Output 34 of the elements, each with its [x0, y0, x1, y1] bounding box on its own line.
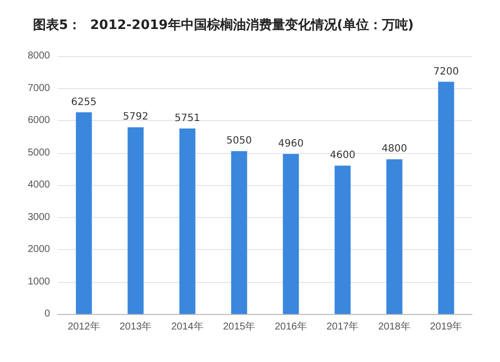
- y-tick-label: 4000: [28, 180, 50, 190]
- bar: [128, 127, 144, 314]
- data-label: 5792: [122, 112, 148, 123]
- y-tick-label: 7000: [28, 82, 50, 94]
- y-tick-label: 0: [44, 308, 50, 320]
- data-label: 4600: [330, 150, 356, 162]
- y-tick-label: 5000: [28, 147, 50, 158]
- x-tick-label: 2014年: [171, 320, 204, 332]
- data-label: 5751: [174, 113, 200, 124]
- x-tick-label: 2016年: [274, 320, 307, 332]
- data-label: 4800: [382, 144, 408, 155]
- y-tick-label: 8000: [28, 50, 50, 62]
- y-tick-label: 3000: [28, 212, 50, 223]
- chart-title: 图表5： 2012-2019年中国棕榈油消费量变化情况(单位：万吨): [33, 17, 414, 33]
- x-tick-label: 2018年: [378, 320, 410, 332]
- data-label: 4960: [278, 138, 304, 150]
- x-tick-label: 2017年: [326, 320, 359, 332]
- bar: [76, 112, 92, 314]
- x-tick-label: 2013年: [120, 320, 152, 332]
- x-tick-label: 2019年: [430, 320, 462, 332]
- bar: [282, 154, 299, 314]
- bar: [179, 128, 196, 314]
- y-tick-label: 6000: [28, 115, 50, 126]
- x-tick-label: 2015年: [223, 320, 256, 332]
- bar: [386, 159, 402, 314]
- data-label: 5050: [226, 136, 252, 147]
- y-tick-label: 1000: [28, 276, 50, 288]
- bar: [231, 151, 248, 314]
- y-tick-label: 2000: [28, 244, 50, 255]
- bar: [334, 166, 351, 314]
- x-tick-label: 2012年: [68, 320, 100, 332]
- bar: [438, 82, 454, 314]
- data-label: 7200: [433, 66, 459, 78]
- data-label: 6255: [71, 96, 97, 108]
